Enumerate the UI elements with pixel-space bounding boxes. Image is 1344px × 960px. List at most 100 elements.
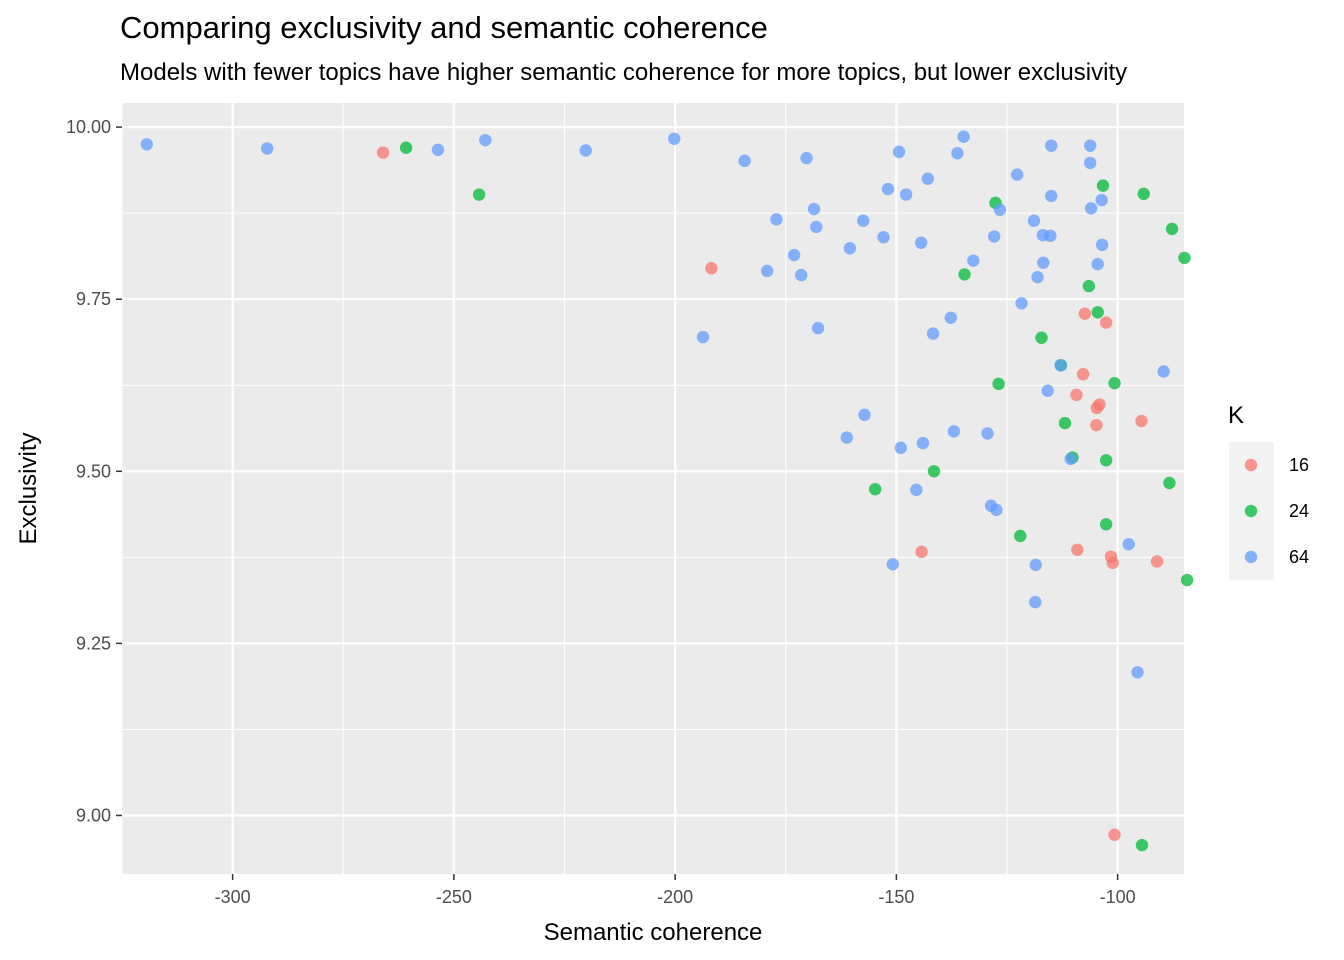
data-point-k64: [260, 142, 274, 155]
data-point-k64: [1095, 193, 1108, 207]
data-point-k16: [1078, 307, 1092, 320]
data-point-k64: [892, 145, 906, 159]
data-point-k64: [1010, 168, 1024, 181]
data-point-k64: [579, 144, 592, 157]
data-point-k64: [668, 132, 681, 145]
data-point-k24: [1165, 222, 1179, 236]
data-point-k64: [811, 321, 825, 335]
data-point-k64: [881, 182, 895, 196]
data-point-k64: [807, 202, 821, 216]
plot-panel: [122, 103, 1184, 874]
data-point-k64: [795, 268, 808, 282]
data-point-k64: [914, 236, 928, 249]
legend-label-64: 64: [1289, 547, 1309, 567]
data-point-k24: [1058, 416, 1072, 430]
data-point-k24: [868, 482, 882, 496]
data-point-k64: [1029, 558, 1042, 572]
x-tick-label: -250: [436, 887, 472, 907]
data-point-k64: [877, 231, 890, 244]
legend: K 16 24 64: [1228, 402, 1309, 580]
data-point-k64: [1095, 238, 1109, 252]
y-tick-label: 9.00: [76, 805, 111, 825]
x-tick-label: -150: [878, 887, 914, 907]
data-point-k64: [990, 503, 1003, 517]
data-point-k64: [1015, 297, 1028, 310]
x-tick-label: -300: [215, 887, 251, 907]
data-point-k64: [957, 130, 970, 143]
x-tick-label: -100: [1100, 887, 1136, 907]
data-point-k64: [738, 154, 751, 168]
x-axis-title: Semantic coherence: [544, 919, 763, 946]
data-point-k16: [915, 545, 928, 559]
data-point-k64: [840, 431, 854, 444]
data-point-k64: [947, 425, 961, 438]
data-point-k64: [1091, 257, 1104, 271]
data-point-k16: [1106, 556, 1119, 570]
data-point-k64: [140, 138, 153, 151]
legend-title: K: [1228, 402, 1244, 429]
data-point-k64: [1064, 452, 1077, 466]
data-point-k16: [1135, 414, 1148, 428]
data-point-k64: [479, 133, 492, 147]
data-point-k64: [926, 327, 940, 340]
data-point-k24: [1035, 331, 1048, 344]
minor-gridlines: [121, 103, 1184, 874]
data-point-k24: [1163, 476, 1176, 490]
data-point-k24: [399, 141, 413, 154]
data-point-k64: [894, 441, 907, 455]
data-point-k64: [910, 483, 923, 497]
data-point-k64: [1122, 538, 1135, 551]
data-point-k64: [1044, 229, 1057, 243]
data-point-k16: [1070, 388, 1083, 402]
y-tick-label: 9.75: [76, 289, 111, 309]
data-point-k64: [1157, 365, 1170, 378]
data-point-k64: [1084, 202, 1098, 215]
data-point-k16: [1099, 316, 1113, 329]
data-point-k64: [1083, 139, 1097, 152]
y-tick-label: 9.25: [76, 633, 111, 653]
legend-key-64: [1244, 550, 1258, 564]
data-point-k64: [1031, 270, 1044, 284]
data-point-k16: [1071, 543, 1084, 556]
data-point-k64: [886, 558, 900, 571]
legend-key-24: [1244, 504, 1258, 518]
data-point-k64: [843, 242, 857, 255]
data-point-k16: [1090, 401, 1104, 415]
legend-key-16: [1244, 458, 1258, 472]
data-point-k24: [1180, 573, 1194, 587]
data-point-k24: [1178, 251, 1191, 265]
data-point-k16: [1076, 368, 1090, 381]
data-point-k24: [1108, 376, 1121, 390]
data-point-k64: [1041, 384, 1054, 397]
chart-title: Comparing exclusivity and semantic coher…: [120, 10, 768, 45]
data-point-k64: [696, 330, 710, 344]
data-point-k64: [916, 436, 930, 450]
data-point-k16: [1108, 828, 1121, 841]
y-tick-label: 9.50: [76, 461, 111, 481]
data-point-k24: [1091, 306, 1104, 319]
data-point-k64: [1045, 189, 1058, 203]
data-point-k64: [1131, 666, 1144, 679]
data-point-k24: [1137, 187, 1150, 201]
data-point-k64: [770, 213, 783, 226]
data-point-k24: [992, 377, 1005, 391]
data-point-k64: [981, 427, 994, 440]
data-point-k16: [1090, 418, 1103, 432]
data-point-k24: [1099, 454, 1113, 467]
data-point-k24: [472, 188, 486, 201]
data-point-k64: [1083, 156, 1097, 170]
data-point-k64: [921, 172, 934, 185]
y-axis: 9.00 9.25 9.50 9.75 10.00: [66, 117, 122, 825]
legend-label-16: 16: [1289, 455, 1309, 475]
data-point-k24: [958, 268, 971, 281]
y-axis-title: Exclusivity: [15, 432, 42, 544]
x-axis: -300 -250 -200 -150 -100: [215, 874, 1136, 907]
data-point-k64: [1054, 359, 1067, 372]
data-point-k24: [1082, 279, 1096, 293]
data-point-k64: [431, 143, 445, 157]
data-point-k24: [1096, 179, 1110, 192]
data-point-k64: [800, 151, 813, 165]
data-point-k64: [810, 220, 823, 234]
data-point-k64: [1037, 256, 1050, 269]
data-point-k64: [760, 264, 774, 278]
